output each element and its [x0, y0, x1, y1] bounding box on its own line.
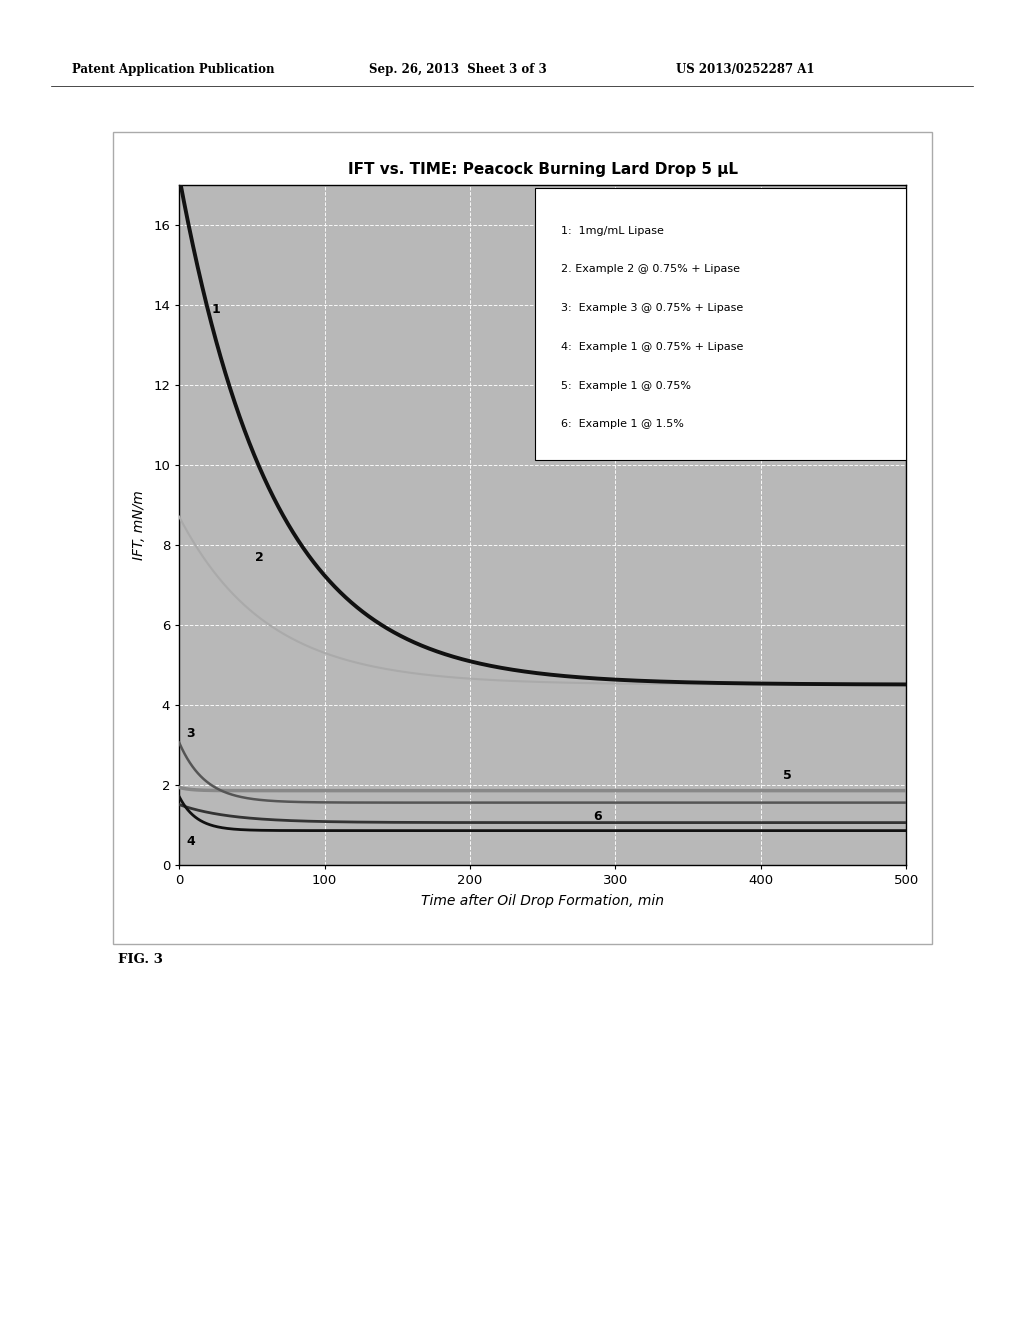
X-axis label: Time after Oil Drop Formation, min: Time after Oil Drop Formation, min	[421, 894, 665, 908]
Title: IFT vs. TIME: Peacock Burning Lard Drop 5 μL: IFT vs. TIME: Peacock Burning Lard Drop …	[348, 161, 737, 177]
Text: 3:  Example 3 @ 0.75% + Lipase: 3: Example 3 @ 0.75% + Lipase	[561, 304, 743, 313]
Text: 3: 3	[186, 726, 196, 739]
Text: FIG. 3: FIG. 3	[118, 953, 163, 966]
Text: 1: 1	[211, 302, 220, 315]
Text: US 2013/0252287 A1: US 2013/0252287 A1	[676, 63, 814, 77]
Text: 2. Example 2 @ 0.75% + Lipase: 2. Example 2 @ 0.75% + Lipase	[561, 264, 740, 275]
Text: 5:  Example 1 @ 0.75%: 5: Example 1 @ 0.75%	[561, 380, 691, 391]
Text: 2: 2	[255, 550, 263, 564]
Text: 4: 4	[186, 834, 196, 847]
Text: Sep. 26, 2013  Sheet 3 of 3: Sep. 26, 2013 Sheet 3 of 3	[369, 63, 547, 77]
Y-axis label: IFT, mN/m: IFT, mN/m	[132, 490, 146, 560]
Text: 4:  Example 1 @ 0.75% + Lipase: 4: Example 1 @ 0.75% + Lipase	[561, 342, 743, 352]
Text: 1:  1mg/mL Lipase: 1: 1mg/mL Lipase	[561, 226, 664, 235]
Text: 6: 6	[594, 809, 602, 822]
Text: Patent Application Publication: Patent Application Publication	[72, 63, 274, 77]
Text: 5: 5	[782, 768, 792, 781]
Text: 6:  Example 1 @ 1.5%: 6: Example 1 @ 1.5%	[561, 420, 684, 429]
FancyBboxPatch shape	[536, 189, 906, 461]
